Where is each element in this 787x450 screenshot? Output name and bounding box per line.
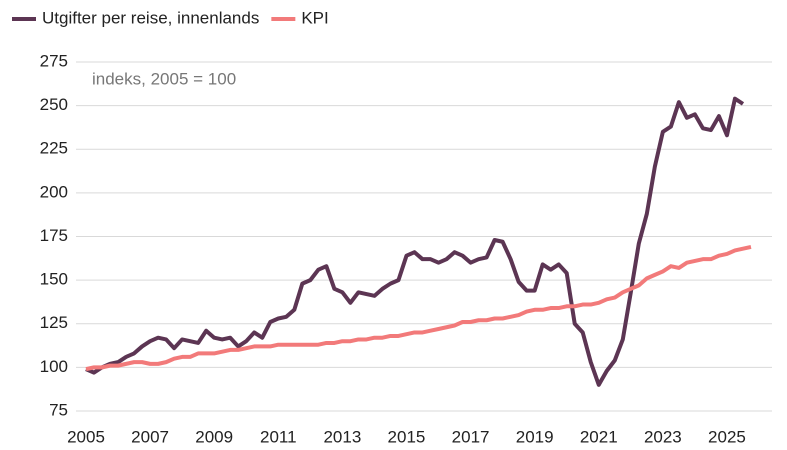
x-tick-label: 2007 — [131, 427, 169, 446]
x-tick-label: 2005 — [67, 427, 105, 446]
x-tick-label: 2023 — [644, 427, 682, 446]
legend-label: KPI — [301, 8, 328, 27]
x-tick-label: 2025 — [708, 427, 746, 446]
annotation: indeks, 2005 = 100 — [92, 69, 236, 88]
y-tick-label: 150 — [40, 270, 68, 289]
x-tick-label: 2009 — [195, 427, 233, 446]
y-tick-label: 175 — [40, 226, 68, 245]
x-tick-label: 2019 — [516, 427, 554, 446]
x-tick-label: 2015 — [388, 427, 426, 446]
y-tick-label: 200 — [40, 182, 68, 201]
series-line — [85, 96, 745, 387]
y-tick-label: 275 — [40, 51, 68, 70]
y-tick-label: 75 — [49, 400, 68, 419]
y-tick-label: 100 — [40, 357, 68, 376]
series-line — [85, 245, 752, 372]
y-tick-label: 250 — [40, 95, 68, 114]
x-tick-label: 2017 — [452, 427, 490, 446]
legend-label: Utgifter per reise, innenlands — [42, 8, 259, 27]
y-tick-label: 225 — [40, 139, 68, 158]
x-tick-label: 2013 — [323, 427, 361, 446]
y-tick-label: 125 — [40, 313, 68, 332]
x-tick-label: 2011 — [260, 427, 297, 446]
x-tick-label: 2021 — [580, 427, 618, 446]
